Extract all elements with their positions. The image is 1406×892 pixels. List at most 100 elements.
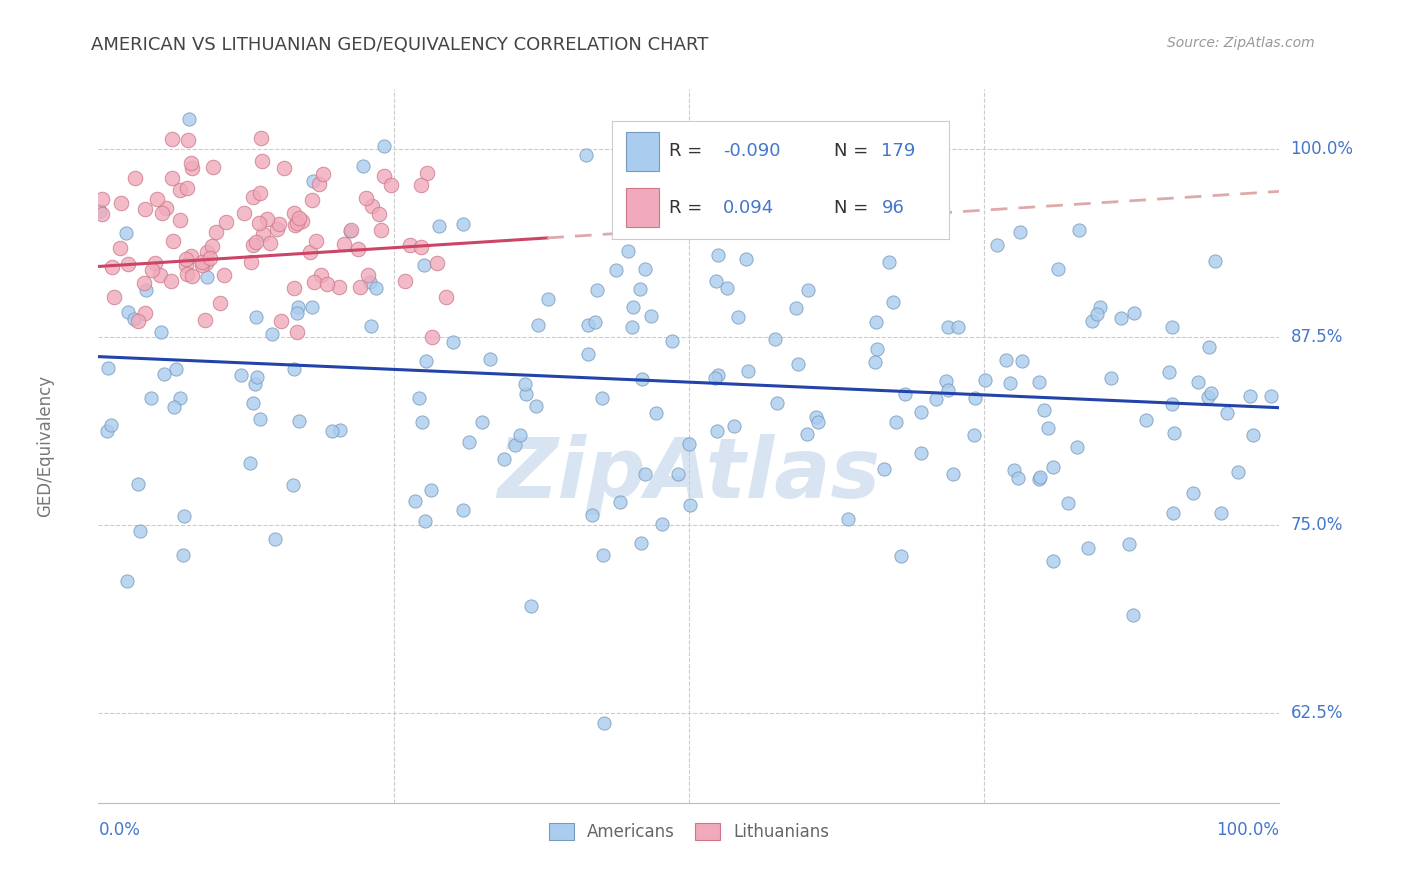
Point [420, 330, 443, 344]
Point [1157, 365, 1180, 379]
Point [1163, 425, 1185, 440]
Point [97, 361, 120, 376]
Point [243, 377, 266, 392]
Point [141, 392, 163, 406]
Point [524, 399, 547, 413]
Point [103, 291, 125, 305]
Point [1069, 223, 1091, 237]
Point [1243, 428, 1265, 442]
Point [645, 406, 668, 420]
Point [1042, 554, 1064, 568]
Point [169, 183, 191, 197]
Point [963, 391, 986, 405]
Point [936, 383, 959, 397]
Point [1077, 541, 1099, 556]
Point [370, 223, 392, 237]
Point [242, 238, 264, 252]
Point [578, 346, 600, 360]
Point [165, 361, 187, 376]
Point [661, 334, 683, 349]
Point [592, 716, 614, 731]
Point [329, 423, 352, 437]
Point [124, 171, 146, 186]
Point [419, 483, 441, 497]
Point [110, 196, 132, 211]
Point [249, 412, 271, 426]
Point [707, 247, 730, 261]
Point [321, 425, 343, 439]
Point [145, 192, 167, 206]
Point [537, 292, 560, 306]
Point [621, 319, 644, 334]
Point [1111, 310, 1133, 325]
Point [1181, 486, 1204, 500]
Point [91, 192, 114, 206]
Point [634, 261, 657, 276]
Point [458, 434, 481, 449]
Point [96, 425, 118, 439]
Point [89, 204, 111, 219]
Point [704, 274, 727, 288]
Point [678, 437, 700, 451]
Point [180, 249, 202, 263]
Point [986, 238, 1008, 252]
Point [706, 368, 728, 382]
Point [716, 281, 738, 295]
Point [316, 277, 339, 292]
Text: Source: ZipAtlas.com: Source: ZipAtlas.com [1167, 36, 1315, 50]
Point [609, 494, 631, 508]
Point [162, 170, 184, 185]
Point [1028, 472, 1050, 486]
Point [245, 235, 267, 249]
Point [404, 494, 426, 508]
Point [143, 256, 166, 270]
Point [205, 225, 228, 239]
Point [865, 315, 887, 329]
Point [181, 161, 204, 176]
Point [1161, 397, 1184, 411]
Point [882, 295, 904, 310]
Point [735, 252, 758, 266]
Point [127, 314, 149, 328]
Point [411, 240, 433, 254]
Point [910, 404, 932, 418]
Point [1227, 465, 1250, 479]
Point [628, 282, 651, 296]
Point [1199, 385, 1222, 400]
Point [162, 400, 184, 414]
Point [373, 139, 395, 153]
Point [509, 427, 531, 442]
Point [308, 178, 330, 192]
Point [586, 283, 609, 297]
Point [328, 280, 350, 294]
Point [262, 326, 284, 341]
Point [1099, 370, 1122, 384]
Point [150, 205, 173, 219]
Point [360, 198, 382, 212]
Point [283, 206, 305, 220]
Point [1036, 421, 1059, 435]
Point [796, 283, 818, 297]
Point [1011, 354, 1033, 368]
Point [434, 290, 457, 304]
Point [270, 314, 292, 328]
Point [250, 154, 273, 169]
Point [807, 415, 830, 429]
Point [174, 252, 197, 266]
Point [650, 218, 672, 232]
Point [177, 133, 200, 147]
Point [134, 306, 156, 320]
Point [1057, 496, 1080, 510]
Text: 87.5%: 87.5% [1291, 328, 1343, 346]
Text: 100.0%: 100.0% [1291, 140, 1354, 158]
Point [150, 325, 173, 339]
Point [884, 415, 907, 429]
Point [141, 263, 163, 277]
Point [332, 237, 354, 252]
Point [242, 190, 264, 204]
Point [441, 334, 464, 349]
Point [1122, 607, 1144, 622]
Point [91, 207, 114, 221]
Point [413, 258, 436, 272]
Point [1085, 307, 1108, 321]
